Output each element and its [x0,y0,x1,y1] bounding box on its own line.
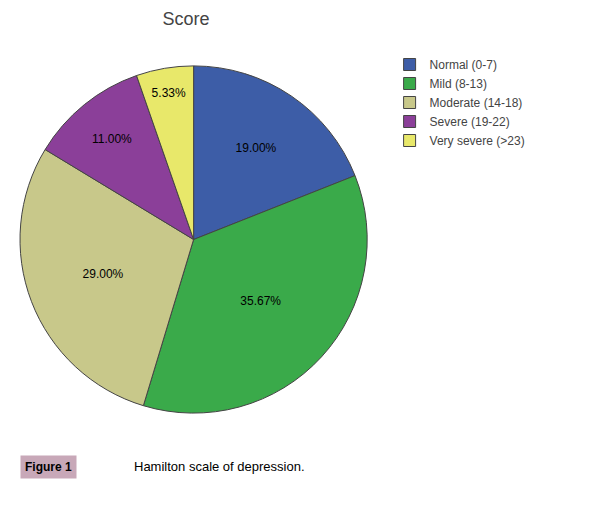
svg-text:19.00%: 19.00% [236,141,277,155]
svg-text:29.00%: 29.00% [83,267,124,281]
svg-text:11.00%: 11.00% [92,132,132,146]
svg-text:Normal (0-7): Normal (0-7) [430,58,497,72]
svg-text:Score: Score [162,9,209,29]
svg-text:Severe (19-22): Severe (19-22) [430,115,510,129]
svg-text:Hamilton scale of depression.: Hamilton scale of depression. [134,459,305,474]
svg-text:Very severe (>23): Very severe (>23) [430,134,525,148]
svg-text:Figure 1: Figure 1 [25,460,72,474]
svg-text:Mild (8-13): Mild (8-13) [430,77,487,91]
svg-text:Moderate (14-18): Moderate (14-18) [430,96,523,110]
svg-text:5.33%: 5.33% [152,86,186,100]
svg-text:35.67%: 35.67% [240,294,281,308]
